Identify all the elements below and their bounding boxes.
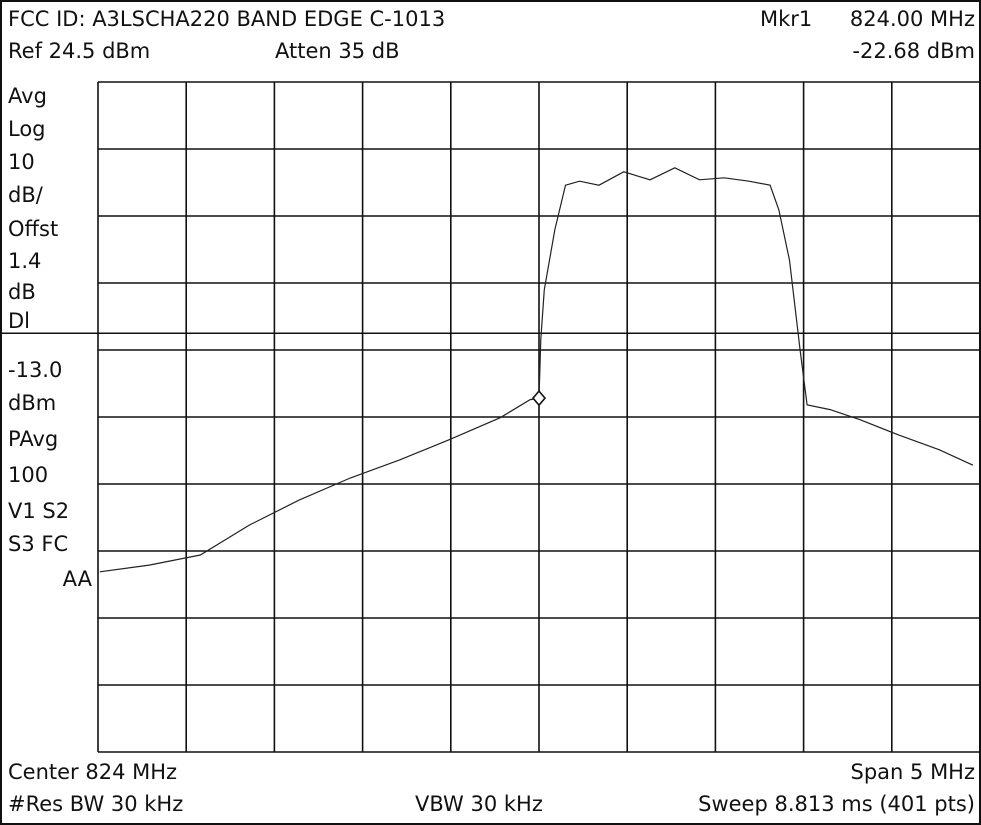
sidebar-label: V1 S2: [8, 499, 69, 523]
marker-name: Mkr1: [760, 7, 812, 31]
sidebar-label: Offst: [8, 217, 58, 241]
sidebar-label: Avg: [8, 84, 47, 108]
sidebar-label: PAvg: [8, 427, 58, 451]
sidebar-label: -13.0: [8, 358, 62, 382]
marker-level: -22.68 dBm: [852, 39, 975, 63]
span: Span 5 MHz: [851, 760, 975, 784]
attenuation: Atten 35 dB: [275, 39, 400, 63]
sidebar-label: Dl: [8, 309, 30, 333]
sidebar-label: 10: [8, 150, 35, 174]
marker-frequency: 824.00 MHz: [850, 7, 975, 31]
sidebar-label: 1.4: [8, 249, 41, 273]
title: FCC ID: A3LSCHA220 BAND EDGE C-1013: [8, 7, 445, 31]
sidebar-label: dB: [8, 280, 36, 304]
sidebar-label: dBm: [8, 391, 56, 415]
sidebar-label: Log: [8, 117, 46, 141]
center-frequency: Center 824 MHz: [8, 760, 177, 784]
sidebar-label: 100: [8, 463, 48, 487]
sweep: Sweep 8.813 ms (401 pts): [698, 792, 975, 816]
sidebar-label: dB/: [8, 183, 44, 207]
reference-level: Ref 24.5 dBm: [8, 39, 150, 63]
marker: [531, 389, 547, 407]
trace: [99, 167, 974, 573]
resolution-bandwidth: #Res BW 30 kHz: [8, 792, 183, 816]
sidebar-label: S3 FC: [8, 532, 68, 556]
sidebar-label: AA: [63, 567, 93, 591]
video-bandwidth: VBW 30 kHz: [415, 792, 543, 816]
